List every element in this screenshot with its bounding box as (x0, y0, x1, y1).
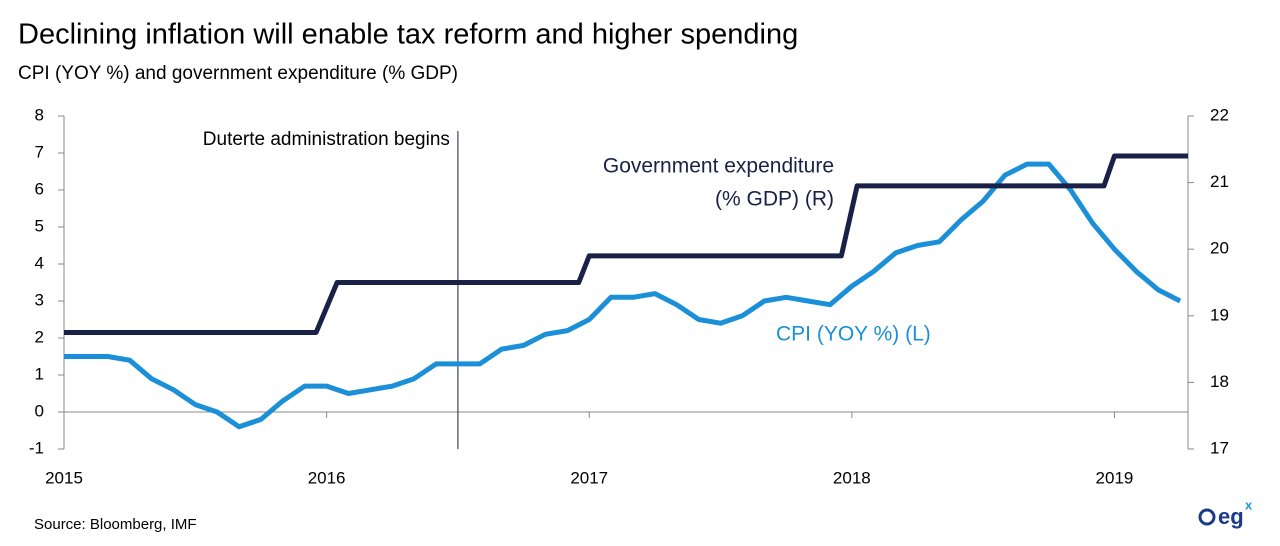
y2-tick-label: 22 (1210, 105, 1229, 124)
annotation: Duterte administration begins (203, 129, 450, 150)
logo-sup: x (1245, 497, 1253, 512)
series-label: (% GDP) (R) (715, 188, 834, 211)
logo-text: eg (1218, 504, 1244, 529)
x-tick-label: 2019 (1096, 468, 1134, 487)
y-tick-label: 6 (35, 179, 44, 198)
y2-tick-label: 18 (1210, 372, 1229, 391)
series-line (64, 153, 1188, 335)
y2-tick-label: 20 (1210, 239, 1229, 258)
y2-tick-label: 17 (1210, 438, 1229, 457)
y-tick-label: 0 (35, 401, 44, 420)
y2-tick-label: 21 (1210, 172, 1229, 191)
x-tick-label: 2015 (45, 468, 83, 487)
chart-subtitle: CPI (YOY %) and government expenditure (… (18, 63, 458, 84)
x-tick-label: 2018 (833, 468, 871, 487)
logo: eg x (1198, 497, 1253, 529)
x-tick-label: 2016 (308, 468, 346, 487)
source: Source: Bloomberg, IMF (34, 516, 197, 533)
y-tick-label: 3 (35, 290, 44, 309)
y-tick-label: -1 (29, 438, 44, 457)
y-tick-label: 8 (35, 105, 44, 124)
y2-tick-label: 19 (1210, 305, 1229, 324)
x-tick-label: 2017 (570, 468, 608, 487)
y-tick-label: 1 (35, 364, 44, 383)
series-line (64, 161, 1182, 430)
y-tick-label: 2 (35, 327, 44, 346)
chart-title: Declining inflation will enable tax refo… (18, 19, 798, 51)
series-label: Government expenditure (603, 155, 834, 178)
y-tick-label: 5 (35, 216, 44, 235)
y-tick-label: 7 (35, 142, 44, 161)
series-label: CPI (YOY %) (L) (776, 323, 931, 346)
y-tick-label: 4 (35, 253, 44, 272)
logo-icon (1198, 508, 1216, 526)
